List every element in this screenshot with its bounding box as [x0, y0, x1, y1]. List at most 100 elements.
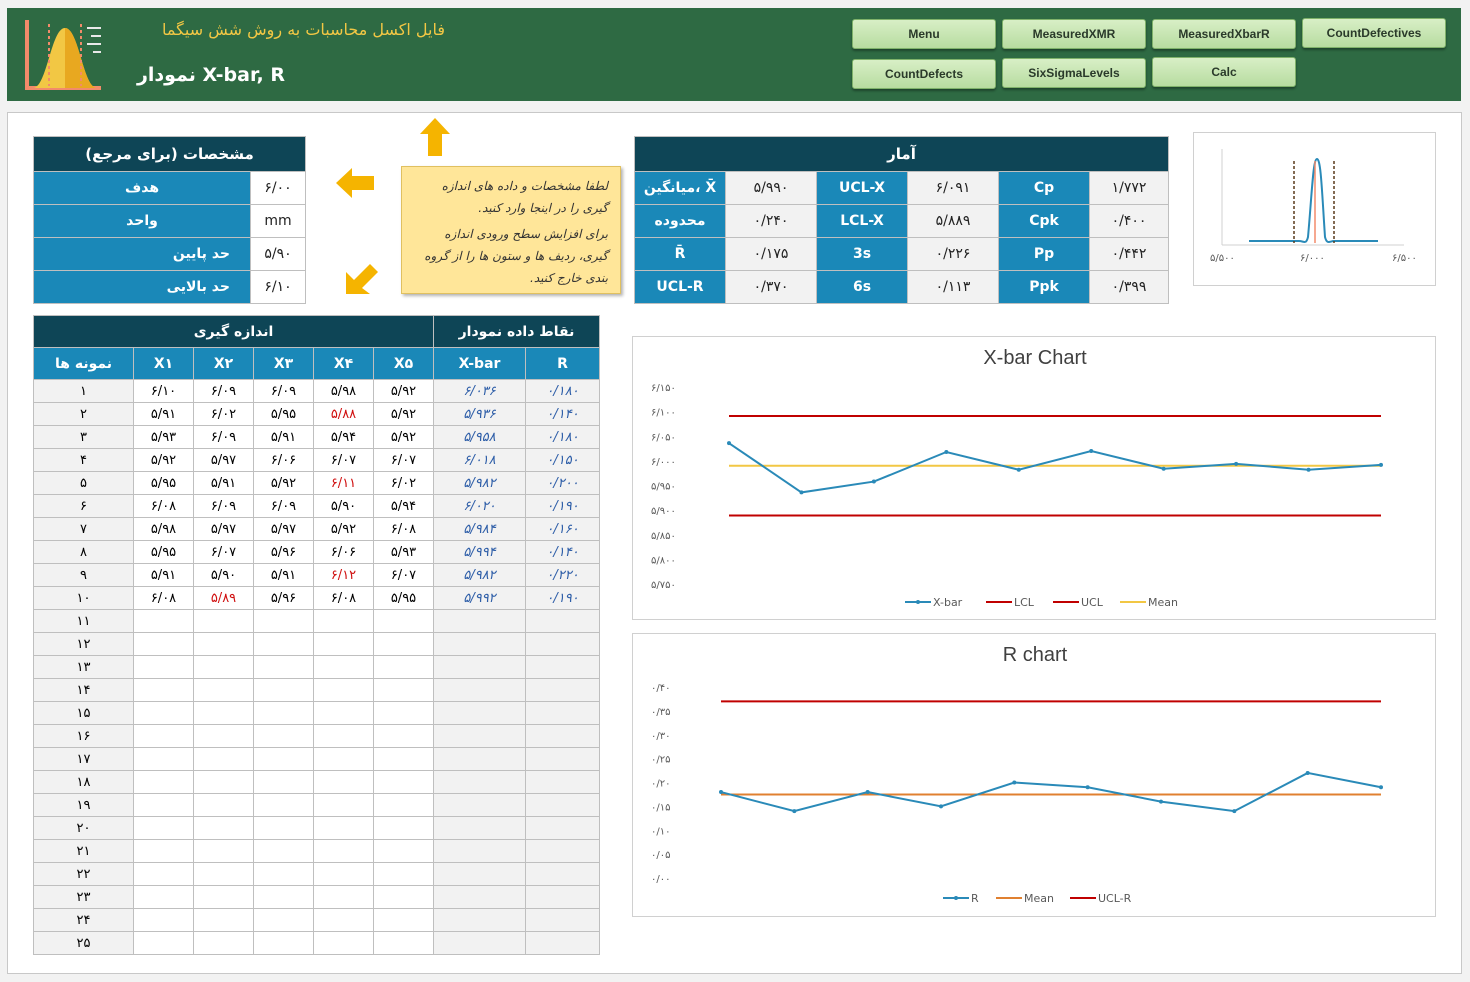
measurement-cell[interactable]: ۶/۱۰ — [133, 379, 194, 403]
measurement-cell[interactable] — [133, 701, 194, 725]
measurement-cell[interactable]: ۶/۰۲ — [193, 402, 254, 426]
measurement-cell[interactable] — [373, 701, 434, 725]
measurement-cell[interactable]: ۶/۰۲ — [373, 471, 434, 495]
measurement-cell[interactable]: ۵/۹۶ — [253, 586, 314, 610]
measurement-cell[interactable] — [253, 747, 314, 771]
count-defects-button[interactable]: CountDefects — [852, 59, 996, 89]
measurement-cell[interactable]: ۶/۰۶ — [253, 448, 314, 472]
menu-button[interactable]: Menu — [852, 19, 996, 49]
measurement-cell[interactable]: ۶/۰۸ — [133, 586, 194, 610]
measurement-cell[interactable] — [133, 609, 194, 633]
measurement-cell[interactable]: ۵/۹۸ — [313, 379, 374, 403]
measurement-cell[interactable] — [373, 862, 434, 886]
measurement-cell[interactable] — [313, 793, 374, 817]
measurement-cell[interactable] — [313, 908, 374, 932]
measurement-cell[interactable]: ۵/۹۴ — [313, 425, 374, 449]
measurement-cell[interactable]: ۵/۹۴ — [373, 494, 434, 518]
measurement-cell[interactable] — [133, 908, 194, 932]
measurement-cell[interactable] — [373, 655, 434, 679]
measurement-cell[interactable] — [133, 839, 194, 863]
measurement-cell[interactable] — [253, 885, 314, 909]
measurement-cell[interactable]: ۶/۰۶ — [313, 540, 374, 564]
measurement-cell[interactable] — [193, 885, 254, 909]
measurement-cell[interactable]: ۵/۹۶ — [253, 540, 314, 564]
measurement-cell[interactable]: ۶/۰۸ — [133, 494, 194, 518]
measurement-cell[interactable] — [253, 931, 314, 955]
measurement-cell[interactable] — [373, 609, 434, 633]
six-sigma-levels-button[interactable]: SixSigmaLevels — [1002, 58, 1146, 88]
measurement-cell[interactable]: ۵/۸۸ — [313, 402, 374, 426]
measurement-cell[interactable] — [373, 885, 434, 909]
measurement-cell[interactable] — [193, 839, 254, 863]
measurement-cell[interactable]: ۵/۹۲ — [313, 517, 374, 541]
measurement-cell[interactable] — [253, 724, 314, 748]
measurement-cell[interactable] — [253, 770, 314, 794]
measurement-cell[interactable] — [193, 908, 254, 932]
spec-value-unit[interactable]: mm — [250, 204, 306, 238]
measurement-cell[interactable]: ۶/۰۷ — [193, 540, 254, 564]
measurement-cell[interactable]: ۵/۹۷ — [193, 448, 254, 472]
measurement-cell[interactable]: ۶/۰۹ — [253, 379, 314, 403]
measurement-cell[interactable] — [253, 678, 314, 702]
measurement-cell[interactable]: ۵/۹۱ — [193, 471, 254, 495]
measurement-cell[interactable]: ۵/۹۱ — [253, 563, 314, 587]
measurement-cell[interactable]: ۵/۹۲ — [373, 379, 434, 403]
measurement-cell[interactable]: ۵/۹۲ — [253, 471, 314, 495]
measurement-cell[interactable]: ۶/۰۹ — [193, 494, 254, 518]
measurement-cell[interactable] — [313, 816, 374, 840]
measurement-cell[interactable]: ۶/۰۹ — [193, 425, 254, 449]
measurement-cell[interactable] — [133, 862, 194, 886]
measurement-cell[interactable]: ۶/۰۷ — [313, 448, 374, 472]
measurement-cell[interactable] — [193, 678, 254, 702]
measurement-cell[interactable]: ۵/۹۰ — [193, 563, 254, 587]
measurement-cell[interactable] — [253, 655, 314, 679]
measurement-cell[interactable] — [133, 793, 194, 817]
measurement-cell[interactable]: ۵/۹۱ — [133, 402, 194, 426]
measurement-cell[interactable] — [193, 632, 254, 656]
measurement-cell[interactable] — [133, 816, 194, 840]
measurement-cell[interactable]: ۶/۱۱ — [313, 471, 374, 495]
measurement-cell[interactable] — [373, 931, 434, 955]
r-chart[interactable]: R chart ۰/۰۰ ۰/۰۵ ۰/۱۰ ۰/۱۵ ۰/۲۰ ۰/۲۵ ۰/۳۰ ۰/۳۵… — [632, 633, 1436, 917]
measurement-cell[interactable]: ۵/۹۲ — [373, 425, 434, 449]
measurement-cell[interactable]: ۵/۹۷ — [193, 517, 254, 541]
measurement-cell[interactable] — [373, 632, 434, 656]
measurement-cell[interactable]: ۵/۹۰ — [313, 494, 374, 518]
spec-value-lower[interactable]: ۵/۹۰ — [250, 237, 306, 271]
measurement-cell[interactable]: ۵/۹۳ — [373, 540, 434, 564]
measurement-cell[interactable] — [133, 724, 194, 748]
measurement-cell[interactable]: ۵/۹۷ — [253, 517, 314, 541]
measurement-cell[interactable]: ۶/۰۷ — [373, 563, 434, 587]
measured-xmr-button[interactable]: MeasuredXMR — [1002, 19, 1146, 49]
measurement-cell[interactable] — [313, 609, 374, 633]
measurement-cell[interactable]: ۶/۰۸ — [313, 586, 374, 610]
measurement-cell[interactable] — [373, 770, 434, 794]
measurement-cell[interactable]: ۶/۰۷ — [373, 448, 434, 472]
measurement-cell[interactable] — [373, 839, 434, 863]
measurement-cell[interactable] — [313, 885, 374, 909]
measurement-cell[interactable]: ۵/۹۵ — [133, 471, 194, 495]
measurement-cell[interactable] — [253, 609, 314, 633]
measurement-cell[interactable]: ۵/۹۵ — [373, 586, 434, 610]
measurement-cell[interactable] — [193, 701, 254, 725]
measurement-cell[interactable] — [313, 632, 374, 656]
measurement-cell[interactable] — [313, 678, 374, 702]
measurement-cell[interactable] — [253, 908, 314, 932]
measurement-cell[interactable] — [313, 839, 374, 863]
measurement-cell[interactable] — [253, 701, 314, 725]
measurement-cell[interactable]: ۵/۸۹ — [193, 586, 254, 610]
measurement-cell[interactable] — [133, 678, 194, 702]
measurement-cell[interactable] — [133, 632, 194, 656]
measurement-cell[interactable] — [313, 747, 374, 771]
measurement-cell[interactable] — [313, 655, 374, 679]
measurement-cell[interactable] — [133, 655, 194, 679]
measurement-cell[interactable] — [373, 678, 434, 702]
measurement-cell[interactable]: ۵/۹۸ — [133, 517, 194, 541]
measurement-cell[interactable] — [373, 747, 434, 771]
measurement-cell[interactable] — [313, 724, 374, 748]
measurement-cell[interactable] — [193, 793, 254, 817]
measurement-cell[interactable]: ۵/۹۳ — [133, 425, 194, 449]
measurement-cell[interactable] — [133, 885, 194, 909]
measurement-cell[interactable]: ۶/۰۹ — [253, 494, 314, 518]
measurement-cell[interactable] — [313, 770, 374, 794]
